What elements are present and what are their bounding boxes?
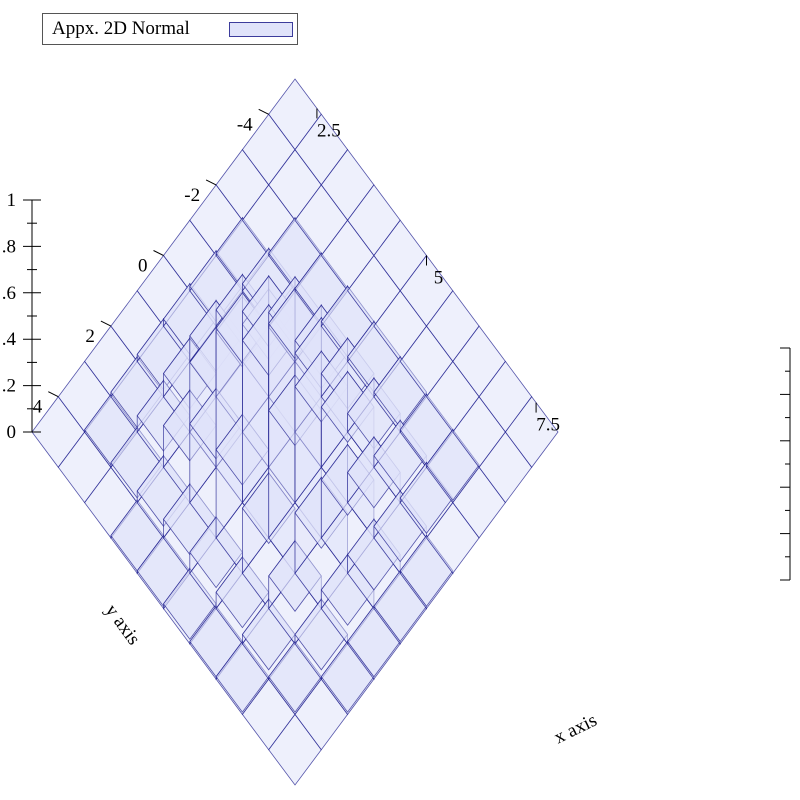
- z-tick-label: .6: [2, 283, 16, 304]
- x-axis-title: x axis: [551, 710, 601, 749]
- z-tick-label: .2: [2, 376, 16, 397]
- x-tick-label: 7.5: [536, 415, 560, 436]
- y-tick-label: -2: [184, 185, 200, 206]
- z-tick-label: .4: [2, 329, 17, 350]
- z-tick-label: .8: [2, 236, 16, 257]
- z-tick-label: 0: [7, 422, 17, 443]
- legend: Appx. 2D Normal: [42, 13, 298, 45]
- y-tick-label: -4: [237, 114, 253, 135]
- bar-base: [504, 396, 559, 468]
- legend-label: Appx. 2D Normal: [52, 18, 190, 39]
- x-tick-label: 2.5: [317, 120, 341, 141]
- legend-swatch: [229, 22, 293, 37]
- y-tick: [205, 179, 217, 186]
- y-tick-label: 2: [85, 326, 95, 347]
- y-tick-label: 0: [138, 256, 148, 277]
- histogram-bar: [504, 396, 559, 468]
- y-axis-title: y axis: [101, 600, 144, 649]
- bars-layer: [31, 78, 559, 786]
- y-tick: [48, 391, 59, 398]
- y-tick-label: 4: [33, 397, 43, 418]
- y-tick: [100, 320, 112, 327]
- y-tick: [258, 108, 269, 115]
- y-tick: [153, 250, 164, 256]
- z-tick-label: 1: [7, 190, 17, 211]
- x-tick-label: 5: [434, 268, 444, 289]
